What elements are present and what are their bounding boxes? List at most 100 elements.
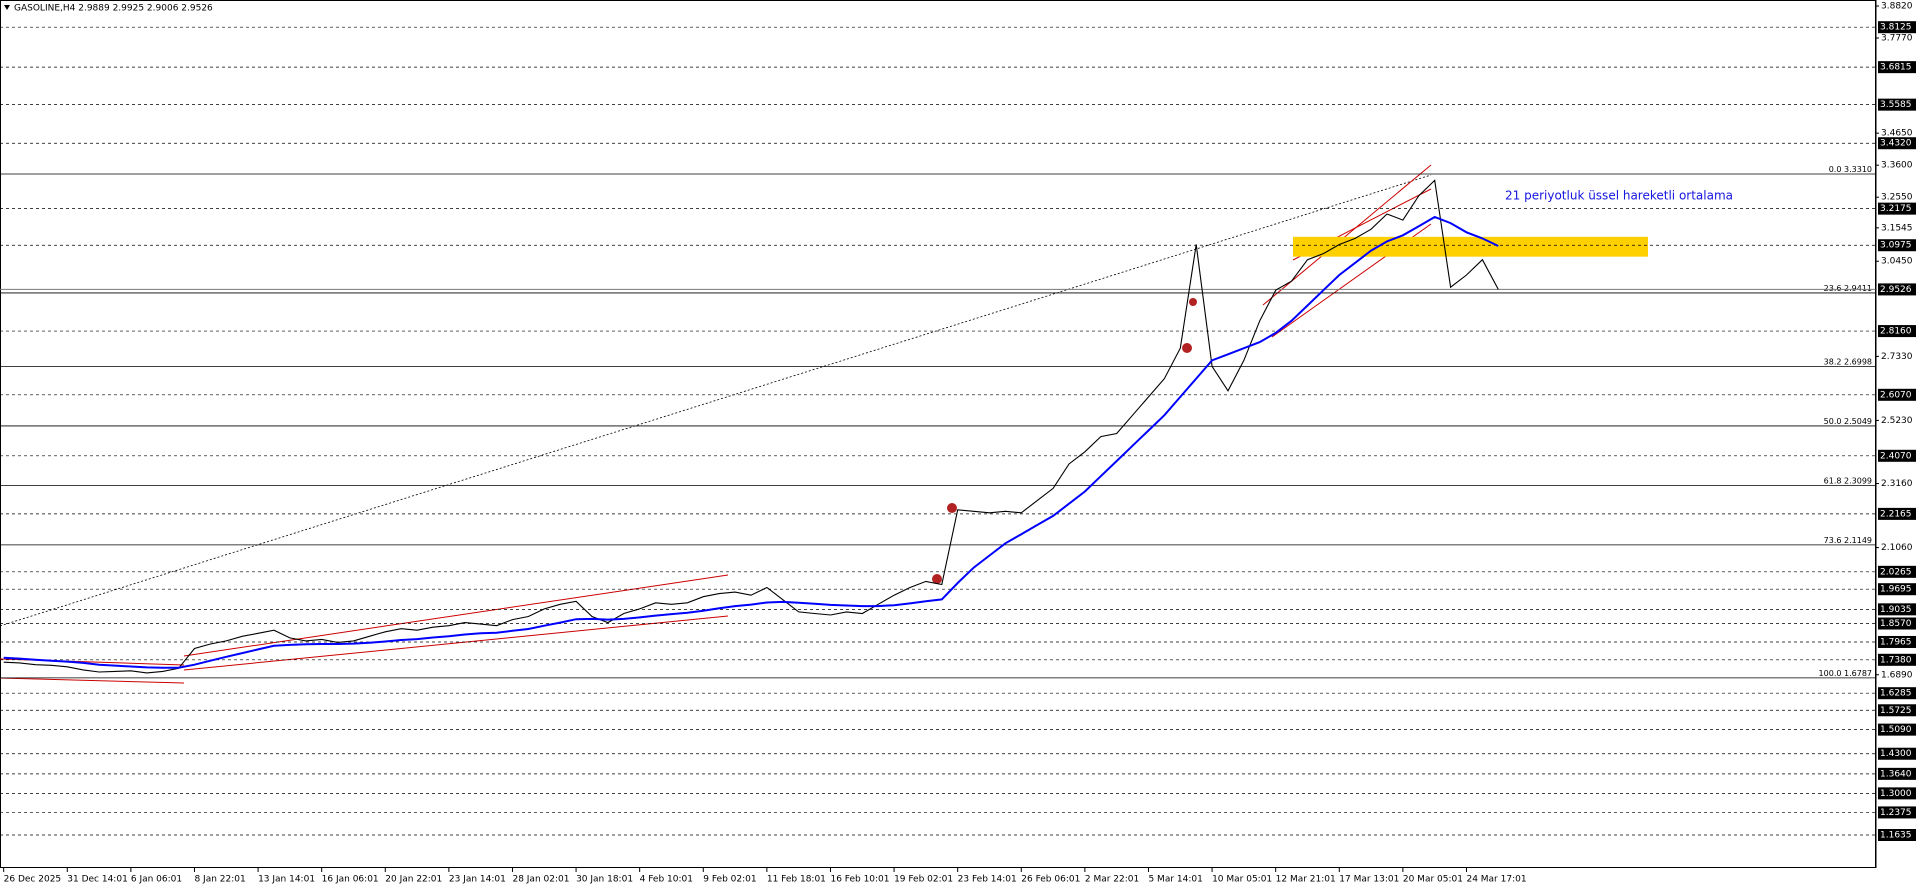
x-tick-label: 31 Dec 14:01 [67, 875, 128, 885]
fib-level: 61.8 [1824, 476, 1842, 485]
level-label: 1.7380 [1880, 655, 1912, 665]
fib-price: 1.6787 [1844, 668, 1872, 677]
fib-label: 100.0 1.6787 [1819, 668, 1872, 677]
level-label: 3.0975 [1880, 241, 1912, 251]
level-label-bg [1878, 829, 1916, 841]
signal-dot [1182, 343, 1192, 353]
level-label-bg [1878, 61, 1916, 74]
x-tick-label: 19 Feb 02:01 [894, 875, 953, 885]
fib-label: 0.0 3.3310 [1829, 165, 1872, 174]
current-price-label: 2.9526 [1880, 285, 1912, 295]
level-label-bg [1878, 767, 1916, 780]
level-label-bg [1878, 583, 1916, 596]
level-label: 3.4320 [1880, 139, 1912, 149]
x-tick-label: 20 Mar 05:01 [1403, 875, 1463, 885]
y-tick-label: 3.0450 [1881, 257, 1913, 267]
resistance-zone [1293, 236, 1648, 257]
y-tick-label: 3.7770 [1881, 34, 1913, 44]
x-tick-label: 30 Jan 18:01 [576, 875, 633, 885]
fib-price: 2.3099 [1844, 476, 1872, 485]
level-label-bg [1878, 617, 1916, 630]
x-tick-label: 26 Feb 06:01 [1021, 875, 1080, 885]
level-label: 1.1635 [1880, 831, 1912, 841]
fib-price: 3.3310 [1844, 165, 1872, 174]
menu-triangle [4, 5, 10, 10]
current-price-bg [1878, 283, 1916, 296]
signal-dot [947, 503, 957, 513]
level-label-bg [1878, 723, 1916, 736]
x-tick-label: 4 Feb 10:01 [640, 875, 693, 885]
level-label-bg [1878, 98, 1916, 111]
level-label: 2.2165 [1880, 509, 1912, 519]
y-tick-label: 3.3600 [1881, 161, 1913, 171]
level-label: 3.2175 [1880, 204, 1912, 214]
level-label-bg [1878, 747, 1916, 760]
level-label-bg [1878, 239, 1916, 252]
x-tick-label: 23 Jan 14:01 [449, 875, 506, 885]
x-tick-label: 12 Mar 21:01 [1276, 875, 1336, 885]
channel-line [183, 615, 729, 671]
level-label-bg [1878, 635, 1916, 648]
level-label: 3.8125 [1880, 23, 1912, 33]
level-label: 2.0265 [1880, 567, 1912, 577]
level-label-bg [1878, 806, 1916, 819]
level-label: 1.9695 [1880, 585, 1912, 595]
level-label-bg [1878, 603, 1916, 616]
level-label: 1.3640 [1880, 769, 1912, 779]
fib-level: 0.0 [1829, 165, 1842, 174]
x-tick-label: 10 Mar 05:01 [1212, 875, 1272, 885]
level-label: 1.2375 [1880, 808, 1912, 818]
y-tick-label: 3.8820 [1881, 2, 1913, 12]
y-tick-label: 1.6890 [1881, 670, 1913, 680]
fib-level: 100.0 [1819, 668, 1842, 677]
level-label: 1.3000 [1880, 789, 1912, 799]
fib-label: 73.6 2.1149 [1824, 535, 1872, 544]
level-label-bg [1878, 449, 1916, 462]
plot-frame [0, 0, 1876, 868]
level-label-bg [1878, 565, 1916, 578]
y-tick-label: 3.1545 [1881, 223, 1913, 233]
level-label-bg [1878, 137, 1916, 150]
channel-line [0, 677, 185, 684]
fib-price: 2.9411 [1844, 283, 1872, 292]
fib-price: 2.6998 [1844, 357, 1872, 366]
x-tick-label: 2 Mar 22:01 [1085, 875, 1139, 885]
x-tick-label: 11 Feb 18:01 [767, 875, 826, 885]
level-label-bg [1878, 653, 1916, 666]
x-tick-label: 5 Mar 14:01 [1148, 875, 1202, 885]
fib-label: 23.6 2.9411 [1824, 283, 1872, 292]
fib-level: 50.0 [1824, 416, 1842, 425]
fib-level: 73.6 [1824, 535, 1842, 544]
y-tick-label: 3.4650 [1881, 129, 1913, 139]
x-tick-label: 8 Jan 22:01 [194, 875, 245, 885]
level-label: 1.5725 [1880, 706, 1912, 716]
x-tick-label: 16 Feb 10:01 [830, 875, 889, 885]
x-tick-label: 23 Feb 14:01 [958, 875, 1017, 885]
level-label: 1.8570 [1880, 619, 1912, 629]
fib-price: 2.5049 [1844, 416, 1872, 425]
signal-dot [1189, 298, 1197, 306]
fib-label: 50.0 2.5049 [1824, 416, 1872, 425]
level-label: 1.9035 [1880, 605, 1912, 615]
level-label-bg [1878, 202, 1916, 215]
level-label: 2.8160 [1880, 327, 1912, 337]
level-label: 3.5585 [1880, 100, 1912, 110]
x-tick-label: 26 Dec 2025 [4, 875, 62, 885]
fib-label: 61.8 2.3099 [1824, 476, 1872, 485]
level-label: 1.4300 [1880, 749, 1912, 759]
level-label: 1.6285 [1880, 689, 1912, 699]
level-label: 2.4070 [1880, 451, 1912, 461]
level-label-bg [1878, 388, 1916, 401]
ema-line [3, 215, 1499, 669]
level-label: 1.7965 [1880, 637, 1912, 647]
signal-dot [932, 574, 942, 584]
x-tick-label: 13 Jan 14:01 [258, 875, 315, 885]
x-tick-label: 17 Mar 13:01 [1339, 875, 1399, 885]
fib-level: 38.2 [1824, 357, 1842, 366]
x-tick-label: 6 Jan 06:01 [131, 875, 182, 885]
channel-line [183, 574, 729, 657]
level-label-bg [1878, 507, 1916, 520]
fib-label: 38.2 2.6998 [1824, 357, 1872, 366]
level-label-bg [1878, 21, 1916, 34]
x-tick-label: 28 Jan 02:01 [512, 875, 569, 885]
